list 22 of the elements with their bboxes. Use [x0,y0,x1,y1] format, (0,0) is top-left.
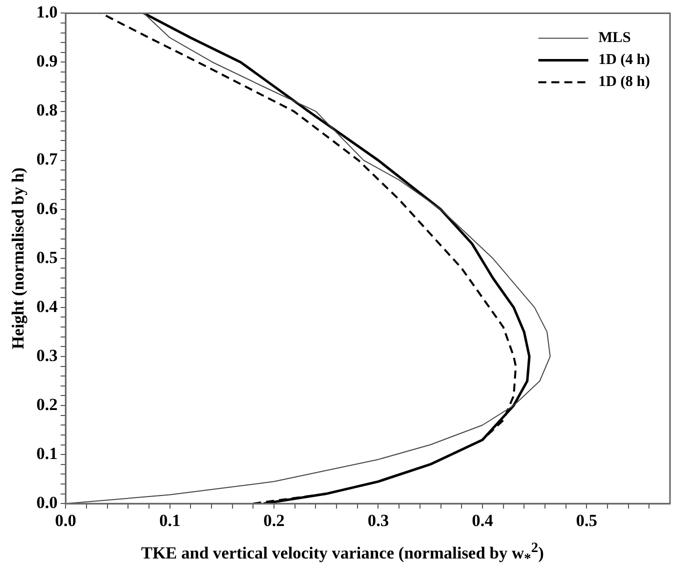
x-tick-label: 0.1 [159,511,180,530]
y-tick-label: 0.3 [36,346,58,365]
y-tick-label: 0.9 [36,52,58,71]
legend-label: 1D (4 h) [598,52,650,68]
x-tick-label: 0.2 [263,511,285,530]
y-tick-label: 0.7 [36,150,58,169]
x-tick-label: 0.4 [472,511,494,530]
y-tick-label: 0.5 [36,248,58,267]
y-tick-label: 0.4 [36,296,58,316]
legend-label: 1D (8 h) [598,74,650,90]
legend-label: MLS [598,30,631,46]
y-tick-label: 0.2 [36,394,58,414]
x-axis-title: TKE and vertical velocity variance (normalised by w$_{*}$$^{2}$) [140,540,545,568]
x-tick-label: 0.3 [368,511,389,530]
y-tick-label: 0.8 [36,100,58,120]
y-tick-label: 0.0 [36,492,58,512]
x-tick-label: 0.5 [576,511,598,530]
y-axis-title: Height (normalised by h) [8,167,28,350]
y-tick-label: 0.6 [36,198,58,218]
y-tick-label: 1.0 [36,2,58,22]
x-tick-label: 0.0 [55,511,76,530]
y-tick-label: 0.1 [36,444,58,463]
